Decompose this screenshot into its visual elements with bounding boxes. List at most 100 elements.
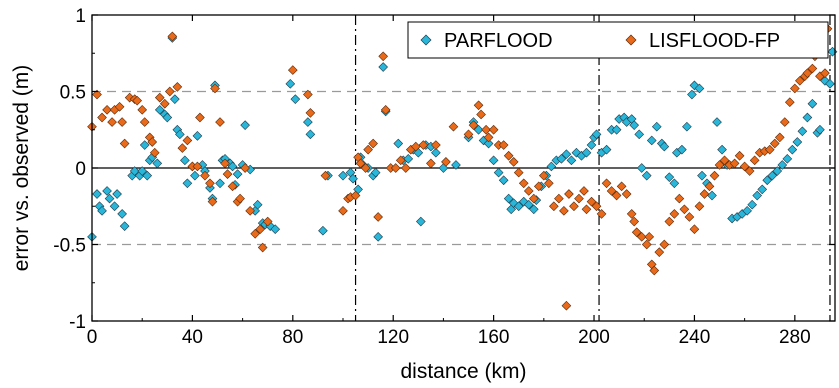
data-point-parflood xyxy=(694,83,705,94)
data-point-lisflood-fp xyxy=(569,201,579,212)
data-point-lisflood-fp xyxy=(749,155,760,166)
data-point-lisflood-fp xyxy=(195,112,205,123)
x-axis-label: distance (km) xyxy=(400,360,526,383)
data-point-lisflood-fp xyxy=(549,201,559,212)
data-point-lisflood-fp xyxy=(636,232,647,242)
data-point-parflood xyxy=(431,147,441,158)
data-point-parflood xyxy=(772,166,783,176)
data-point-lisflood-fp xyxy=(790,83,800,94)
data-point-lisflood-fp xyxy=(338,206,348,216)
data-point-lisflood-fp xyxy=(769,138,780,149)
data-point-lisflood-fp xyxy=(207,196,218,207)
data-point-parflood xyxy=(451,160,461,170)
data-point-parflood xyxy=(646,135,657,146)
data-point-lisflood-fp xyxy=(257,242,268,253)
data-point-parflood xyxy=(240,120,250,130)
data-point-lisflood-fp xyxy=(709,170,720,181)
legend-marker-parflood xyxy=(420,34,432,46)
x-tick-label: 240 xyxy=(679,327,711,348)
data-point-parflood xyxy=(137,166,148,176)
data-point-parflood xyxy=(403,153,414,164)
data-point-lisflood-fp xyxy=(684,212,695,222)
data-point-lisflood-fp xyxy=(674,193,685,204)
data-point-lisflood-fp xyxy=(192,161,203,172)
data-point-parflood xyxy=(119,221,130,231)
data-point-lisflood-fp xyxy=(591,201,602,212)
data-point-parflood xyxy=(752,190,763,201)
data-point-parflood xyxy=(742,206,752,216)
data-point-lisflood-fp xyxy=(177,143,188,153)
axes: 0 40 80 120 160 200 240 280 -1 -0.5 0 0.5 1 xyxy=(53,6,836,348)
data-point-parflood xyxy=(109,201,120,212)
data-point-lisflood-fp xyxy=(355,158,366,169)
data-point-lisflood-fp xyxy=(378,51,389,62)
data-point-lisflood-fp xyxy=(654,247,665,257)
legend-marker-lisflood-fp xyxy=(625,34,637,46)
data-point-parflood xyxy=(305,129,316,140)
data-point-lisflood-fp xyxy=(262,216,273,227)
data-point-parflood xyxy=(104,193,115,204)
data-point-parflood xyxy=(498,175,509,186)
y-tick-label: 0.5 xyxy=(60,83,86,104)
data-point-lisflood-fp xyxy=(222,169,233,179)
data-point-lisflood-fp xyxy=(644,232,655,242)
data-point-lisflood-fp xyxy=(441,157,451,167)
data-point-parflood xyxy=(190,170,200,181)
data-point-lisflood-fp xyxy=(303,89,313,100)
data-point-lisflood-fp xyxy=(240,163,250,173)
data-point-lisflood-fp xyxy=(114,101,125,112)
data-point-lisflood-fp xyxy=(807,63,818,74)
data-point-lisflood-fp xyxy=(533,181,544,192)
data-point-lisflood-fp xyxy=(629,216,640,227)
data-point-parflood xyxy=(373,232,383,242)
data-point-lisflood-fp xyxy=(739,161,750,172)
data-point-lisflood-fp xyxy=(561,300,572,311)
data-point-parflood xyxy=(285,79,296,89)
data-point-lisflood-fp xyxy=(102,105,112,115)
data-point-lisflood-fp xyxy=(395,155,406,166)
data-point-parflood xyxy=(154,105,165,115)
data-point-parflood xyxy=(566,155,577,166)
data-point-lisflood-fp xyxy=(774,132,785,143)
data-point-lisflood-fp xyxy=(227,181,238,192)
x-tick-label: 120 xyxy=(377,327,409,348)
data-point-lisflood-fp xyxy=(689,224,700,235)
data-point-lisflood-fp xyxy=(305,108,316,118)
data-point-lisflood-fp xyxy=(368,138,378,149)
data-point-parflood xyxy=(318,225,328,236)
data-point-parflood xyxy=(651,121,662,132)
data-point-parflood xyxy=(97,206,107,216)
data-point-lisflood-fp xyxy=(418,140,429,150)
data-point-lisflood-fp xyxy=(107,117,117,127)
data-point-lisflood-fp xyxy=(97,112,107,123)
data-point-lisflood-fp xyxy=(586,196,597,207)
data-point-lisflood-fp xyxy=(167,31,178,42)
data-point-parflood xyxy=(483,138,494,149)
data-point-lisflood-fp xyxy=(669,209,680,219)
data-point-lisflood-fp xyxy=(137,105,148,115)
data-point-parflood xyxy=(636,163,647,173)
data-point-lisflood-fp xyxy=(400,163,411,173)
data-point-lisflood-fp xyxy=(147,137,158,147)
data-point-lisflood-fp xyxy=(795,75,805,86)
data-point-parflood xyxy=(601,144,612,155)
data-point-lisflood-fp xyxy=(631,227,642,238)
data-point-lisflood-fp xyxy=(538,170,549,181)
data-point-parflood xyxy=(506,204,517,215)
data-point-lisflood-fp xyxy=(508,157,519,167)
data-point-parflood xyxy=(338,170,348,181)
data-point-lisflood-fp xyxy=(92,89,102,100)
data-point-parflood xyxy=(641,170,652,181)
data-point-parflood xyxy=(252,199,263,210)
data-point-parflood xyxy=(378,62,389,72)
data-point-parflood xyxy=(677,144,687,155)
data-point-lisflood-fp xyxy=(182,135,193,146)
data-point-lisflood-fp xyxy=(626,209,637,219)
data-point-lisflood-fp xyxy=(287,65,298,75)
data-point-parflood xyxy=(762,175,773,186)
data-point-parflood xyxy=(611,124,622,135)
data-point-lisflood-fp xyxy=(235,193,245,204)
data-point-lisflood-fp xyxy=(498,140,509,150)
data-point-parflood xyxy=(142,170,153,181)
data-point-lisflood-fp xyxy=(784,97,795,108)
